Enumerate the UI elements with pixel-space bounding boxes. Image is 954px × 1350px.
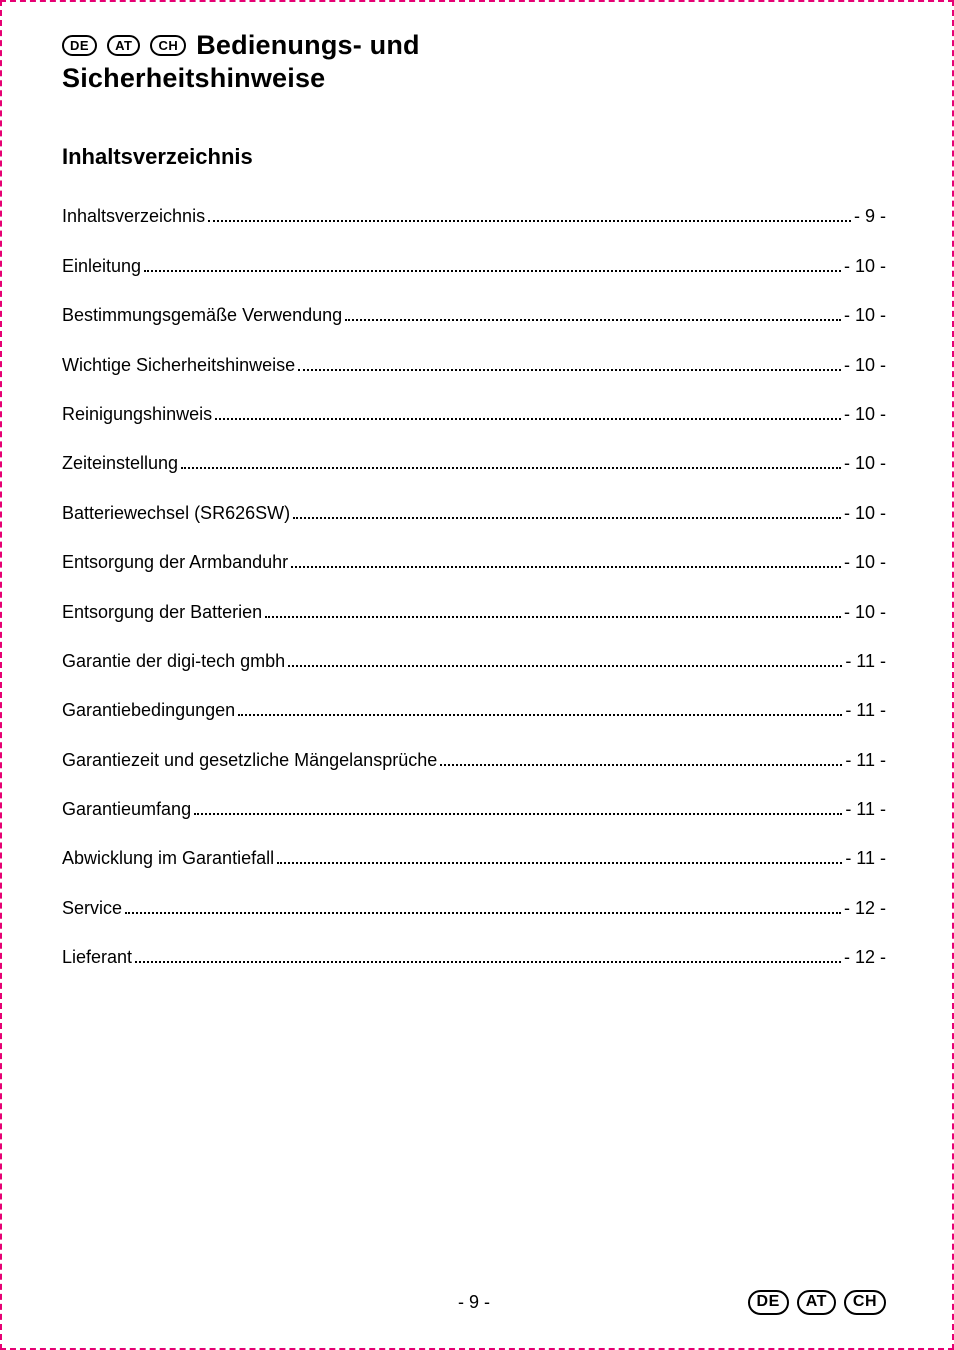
toc-row: Reinigungshinweis - 10 -	[62, 404, 886, 425]
toc-leader	[181, 453, 841, 469]
country-badge-de: DE	[62, 35, 97, 56]
table-of-contents: Inhaltsverzeichnis - 9 - Einleitung - 10 -…	[62, 206, 886, 968]
toc-row: Abwicklung im Garantiefall - 11 -	[62, 848, 886, 869]
toc-page: - 10 -	[844, 355, 886, 376]
toc-label: Zeiteinstellung	[62, 453, 178, 474]
country-badge-de: DE	[748, 1290, 789, 1315]
toc-leader	[238, 700, 842, 716]
toc-row: Einleitung - 10 -	[62, 255, 886, 276]
toc-row: Wichtige Sicherheitshinweise - 10 -	[62, 354, 886, 375]
toc-label: Garantie der digi-tech gmbh	[62, 651, 285, 672]
toc-page: - 9 -	[854, 206, 886, 227]
toc-row: Garantiebedingungen - 11 -	[62, 700, 886, 721]
toc-label: Garantieumfang	[62, 799, 191, 820]
toc-label: Service	[62, 898, 122, 919]
toc-row: Service - 12 -	[62, 897, 886, 918]
toc-leader	[345, 305, 841, 321]
toc-row: Garantie der digi-tech gmbh - 11 -	[62, 651, 886, 672]
header-title-part: Bedienungs- und	[196, 30, 419, 61]
toc-leader	[291, 552, 841, 568]
toc-leader	[208, 206, 851, 222]
toc-label: Garantiebedingungen	[62, 700, 235, 721]
toc-label: Lieferant	[62, 947, 132, 968]
toc-leader	[125, 897, 841, 913]
toc-row: Entsorgung der Batterien - 10 -	[62, 601, 886, 622]
toc-label: Reinigungshinweis	[62, 404, 212, 425]
footer-page-number: - 9 -	[458, 1292, 490, 1313]
toc-label: Batteriewechsel (SR626SW)	[62, 503, 290, 524]
toc-page: - 11 -	[845, 799, 886, 820]
toc-row: Lieferant - 12 -	[62, 947, 886, 968]
toc-row: Bestimmungsgemäße Verwendung - 10 -	[62, 305, 886, 326]
toc-label: Bestimmungsgemäße Verwendung	[62, 305, 342, 326]
toc-page: - 11 -	[845, 651, 886, 672]
manual-page: DE AT CH Bedienungs- und Sicherheitshinw…	[0, 0, 954, 1350]
footer-badges: DE AT CH	[748, 1290, 886, 1315]
toc-row: Batteriewechsel (SR626SW) - 10 -	[62, 502, 886, 523]
toc-leader	[265, 601, 841, 617]
country-badge-ch: CH	[844, 1290, 886, 1315]
toc-page: - 11 -	[845, 848, 886, 869]
toc-leader	[194, 799, 842, 815]
toc-leader	[277, 848, 842, 864]
header-line-1: DE AT CH Bedienungs- und	[62, 30, 886, 61]
page-header: DE AT CH Bedienungs- und Sicherheitshinw…	[62, 30, 886, 94]
toc-leader	[135, 947, 841, 963]
country-badge-at: AT	[107, 35, 140, 56]
toc-row: Inhaltsverzeichnis - 9 -	[62, 206, 886, 227]
toc-label: Wichtige Sicherheitshinweise	[62, 355, 295, 376]
toc-page: - 10 -	[844, 503, 886, 524]
header-title-line2: Sicherheitshinweise	[62, 63, 886, 94]
toc-page: - 12 -	[844, 898, 886, 919]
toc-page: - 12 -	[844, 947, 886, 968]
toc-page: - 10 -	[844, 453, 886, 474]
toc-page: - 10 -	[844, 602, 886, 623]
toc-leader	[298, 354, 841, 370]
toc-label: Abwicklung im Garantiefall	[62, 848, 274, 869]
toc-page: - 10 -	[844, 404, 886, 425]
toc-row: Entsorgung der Armbanduhr - 10 -	[62, 552, 886, 573]
toc-page: - 10 -	[844, 256, 886, 277]
toc-page: - 10 -	[844, 552, 886, 573]
toc-label: Garantiezeit und gesetzliche Mängelanspr…	[62, 750, 437, 771]
toc-row: Zeiteinstellung - 10 -	[62, 453, 886, 474]
country-badge-at: AT	[797, 1290, 836, 1315]
toc-row: Garantieumfang - 11 -	[62, 799, 886, 820]
toc-page: - 10 -	[844, 305, 886, 326]
toc-leader	[215, 404, 841, 420]
toc-heading: Inhaltsverzeichnis	[62, 144, 886, 170]
toc-label: Inhaltsverzeichnis	[62, 206, 205, 227]
toc-page: - 11 -	[845, 700, 886, 721]
page-footer: - 9 - DE AT CH	[62, 1282, 886, 1322]
toc-label: Einleitung	[62, 256, 141, 277]
toc-label: Entsorgung der Armbanduhr	[62, 552, 288, 573]
country-badge-ch: CH	[150, 35, 186, 56]
toc-row: Garantiezeit und gesetzliche Mängelanspr…	[62, 749, 886, 770]
toc-leader	[440, 749, 842, 765]
toc-leader	[144, 255, 841, 271]
toc-page: - 11 -	[845, 750, 886, 771]
toc-leader	[288, 651, 842, 667]
toc-leader	[293, 502, 841, 518]
toc-label: Entsorgung der Batterien	[62, 602, 262, 623]
